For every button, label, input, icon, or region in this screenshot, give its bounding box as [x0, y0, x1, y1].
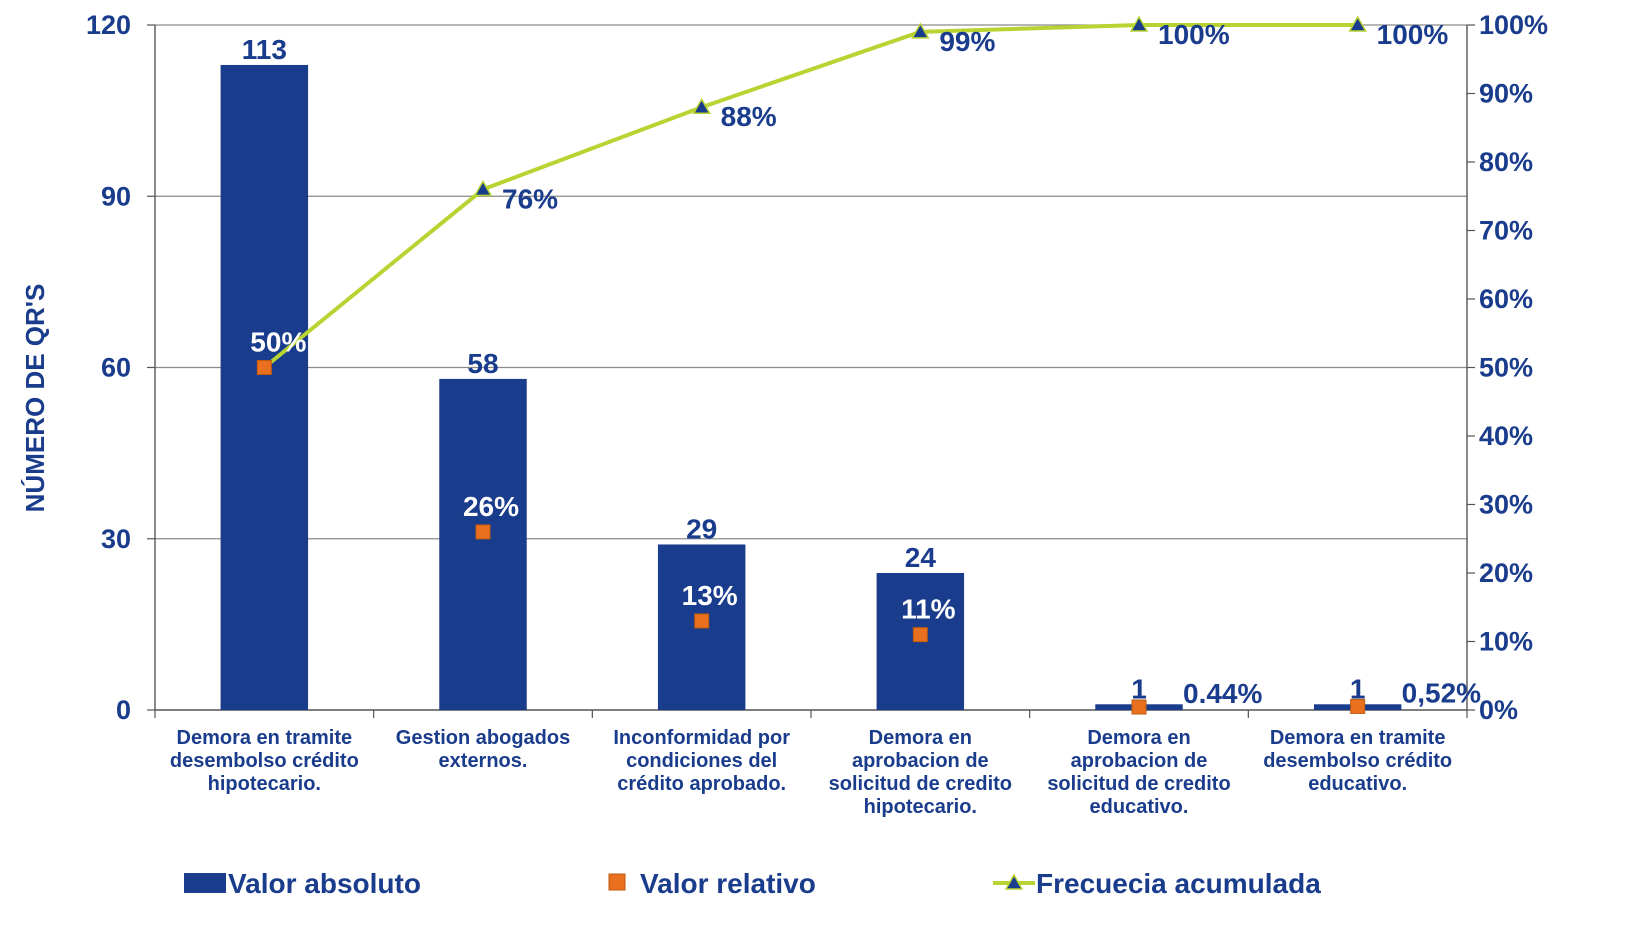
legend-label-cumulative: Frecuecia acumulada [1036, 868, 1321, 899]
relative-value-label: 0,52% [1402, 677, 1481, 708]
category-label-line: educativo. [1090, 796, 1189, 818]
category-label-line: condiciones del [626, 750, 777, 772]
cumulative-point [911, 22, 930, 39]
relative-point [475, 524, 491, 540]
category-label-line: Demora en tramite [1270, 727, 1446, 749]
category-label-line: aprobacion de [852, 750, 989, 772]
cumulative-point [1129, 15, 1149, 32]
relative-point [1131, 699, 1147, 715]
right-tick-label: 0% [1479, 695, 1518, 725]
category-label-line: educativo. [1308, 773, 1407, 795]
category-label-line: aprobacion de [1071, 750, 1208, 772]
category-label-line: Demora en [1087, 727, 1190, 749]
left-tick-label: 60 [101, 353, 131, 383]
right-tick-label: 50% [1479, 353, 1533, 383]
cumulative-value-label: 99% [939, 26, 995, 57]
legend: Valor absoluto Valor relativo Frecuecia ac… [184, 868, 1321, 899]
cumulative-value-label: 76% [502, 183, 558, 214]
category-label-line: desembolso crédito [1263, 750, 1452, 772]
right-tick-label: 40% [1479, 421, 1533, 451]
legend-square-marker [608, 873, 626, 891]
legend-triangle-marker [1004, 873, 1024, 890]
bar [220, 64, 309, 711]
category-label-line: solicitud de credito [1047, 773, 1230, 795]
cumulative-point [1348, 15, 1367, 32]
bar-value-label: 24 [905, 542, 937, 573]
right-tick-label: 60% [1479, 284, 1533, 314]
category-label-line: solicitud de credito [829, 773, 1012, 795]
bar-value-label: 113 [242, 34, 287, 65]
y-axis-title: NÚMERO DE QR'S [20, 284, 50, 513]
right-tick-label: 100% [1479, 10, 1548, 40]
bar-series [220, 64, 1402, 711]
right-tick-label: 30% [1479, 490, 1533, 520]
bar-value-label: 1 [1350, 673, 1366, 704]
left-tick-label: 90 [101, 181, 131, 211]
relative-value-label: 26% [463, 491, 519, 522]
right-tick-label: 80% [1479, 147, 1533, 177]
category-label-line: hipotecario. [208, 773, 321, 795]
gridlines [155, 24, 1467, 540]
bar-value-label: 29 [686, 513, 717, 544]
left-tick-label: 0 [116, 695, 131, 725]
cumulative-line-series [263, 15, 1367, 370]
right-tick-label: 70% [1479, 216, 1533, 246]
relative-point [694, 613, 710, 629]
right-tick-label: 90% [1479, 79, 1533, 109]
category-label-line: desembolso crédito [170, 750, 359, 772]
left-tick-label: 30 [101, 524, 131, 554]
relative-value-label: 11% [901, 594, 956, 625]
relative-point [256, 360, 272, 375]
legend-label-absolute: Valor absoluto [228, 868, 421, 899]
relative-point [912, 627, 928, 643]
cumulative-point [473, 179, 493, 197]
cumulative-value-label: 100% [1158, 19, 1230, 50]
right-tick-label: 10% [1479, 627, 1533, 657]
axes: 03060901200%10%20%30%40%50%60%70%80%90%1… [86, 10, 1548, 725]
bar [439, 378, 527, 710]
legend-bar-swatch [184, 873, 226, 893]
relative-point [1350, 698, 1366, 714]
cumulative-value-label: 100% [1377, 19, 1449, 50]
relative-value-series [256, 360, 1366, 715]
left-tick-label: 120 [86, 10, 131, 40]
category-label-line: Inconformidad por [613, 727, 790, 749]
category-label-line: Demora en [869, 727, 972, 749]
category-label-line: Demora en tramite [177, 727, 353, 749]
relative-value-label: 50% [250, 327, 306, 358]
cumulative-line [263, 23, 1358, 370]
category-label-line: Gestion abogados [396, 727, 570, 749]
relative-value-label: 13% [682, 580, 738, 611]
category-label-line: externos. [439, 750, 528, 772]
bar-value-label: 1 [1131, 673, 1147, 704]
legend-label-relative: Valor relativo [640, 868, 816, 899]
category-label-line: crédito aprobado. [617, 773, 786, 795]
category-label-line: hipotecario. [864, 796, 977, 818]
relative-value-label: 0.44% [1183, 678, 1262, 709]
cumulative-point [692, 97, 711, 114]
cumulative-value-label: 88% [721, 101, 777, 132]
right-tick-label: 20% [1479, 558, 1533, 588]
bar-value-label: 58 [467, 348, 498, 379]
data-labels: 113 58 29 24 1 1 76% 88% 99% 100% 100% 50% 26% 13% 11%… [242, 19, 1481, 709]
